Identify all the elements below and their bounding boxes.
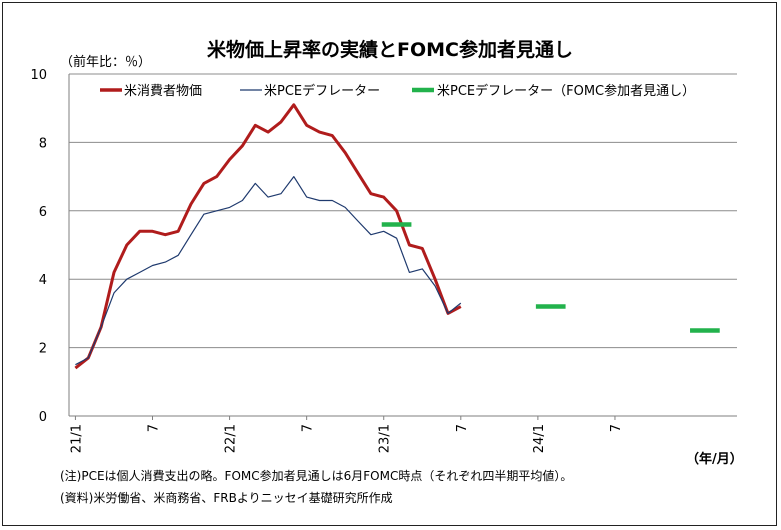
series-line xyxy=(75,176,462,366)
y-tick-label: 4 xyxy=(39,273,47,288)
y-axis-label: （前年比：％） xyxy=(60,54,151,70)
x-tick-label: 21/1 xyxy=(69,424,84,453)
y-tick-label: 10 xyxy=(30,68,47,83)
x-tick-label: 22/1 xyxy=(224,424,239,453)
legend-label-cpi: 米消費者物価 xyxy=(124,84,202,99)
y-tick-label: 0 xyxy=(39,410,47,425)
y-tick-label: 2 xyxy=(39,342,47,357)
x-tick-label: 7 xyxy=(147,424,162,432)
footnote-note: (注)PCEは個人消費支出の略。FOMC参加者見通しは6月FOMC時点（それぞれ… xyxy=(60,469,573,483)
y-tick-label: 6 xyxy=(39,205,47,220)
chart-title: 米物価上昇率の実績とFOMC参加者見通し xyxy=(207,38,573,61)
footnote-source: (資料)米労働省、米商務省、FRBよりニッセイ基礎研究所作成 xyxy=(60,491,393,505)
x-tick-label: 7 xyxy=(455,424,470,432)
x-tick-labels: 21/1 7 22/1 7 23/1 7 24/1 7 xyxy=(69,416,624,453)
x-tick-label: 7 xyxy=(609,424,624,432)
x-tick-label: 7 xyxy=(301,424,316,432)
projection-segments xyxy=(381,222,720,333)
gridlines xyxy=(69,73,737,349)
legend: 米消費者物価 米PCEデフレーター 米PCEデフレーター（FOMC参加者見通し） xyxy=(100,83,695,99)
legend-label-pce: 米PCEデフレーター xyxy=(264,83,380,99)
y-tick-labels: 0 2 4 6 8 10 xyxy=(30,68,47,425)
series-lines xyxy=(74,103,462,370)
series-line xyxy=(74,103,462,370)
x-tick-label: 23/1 xyxy=(378,424,393,453)
x-axis-unit: （年/月） xyxy=(686,452,743,467)
legend-label-projection: 米PCEデフレーター（FOMC参加者見通し） xyxy=(437,83,695,99)
x-tick-label: 24/1 xyxy=(532,424,547,453)
y-tick-label: 8 xyxy=(39,136,47,151)
